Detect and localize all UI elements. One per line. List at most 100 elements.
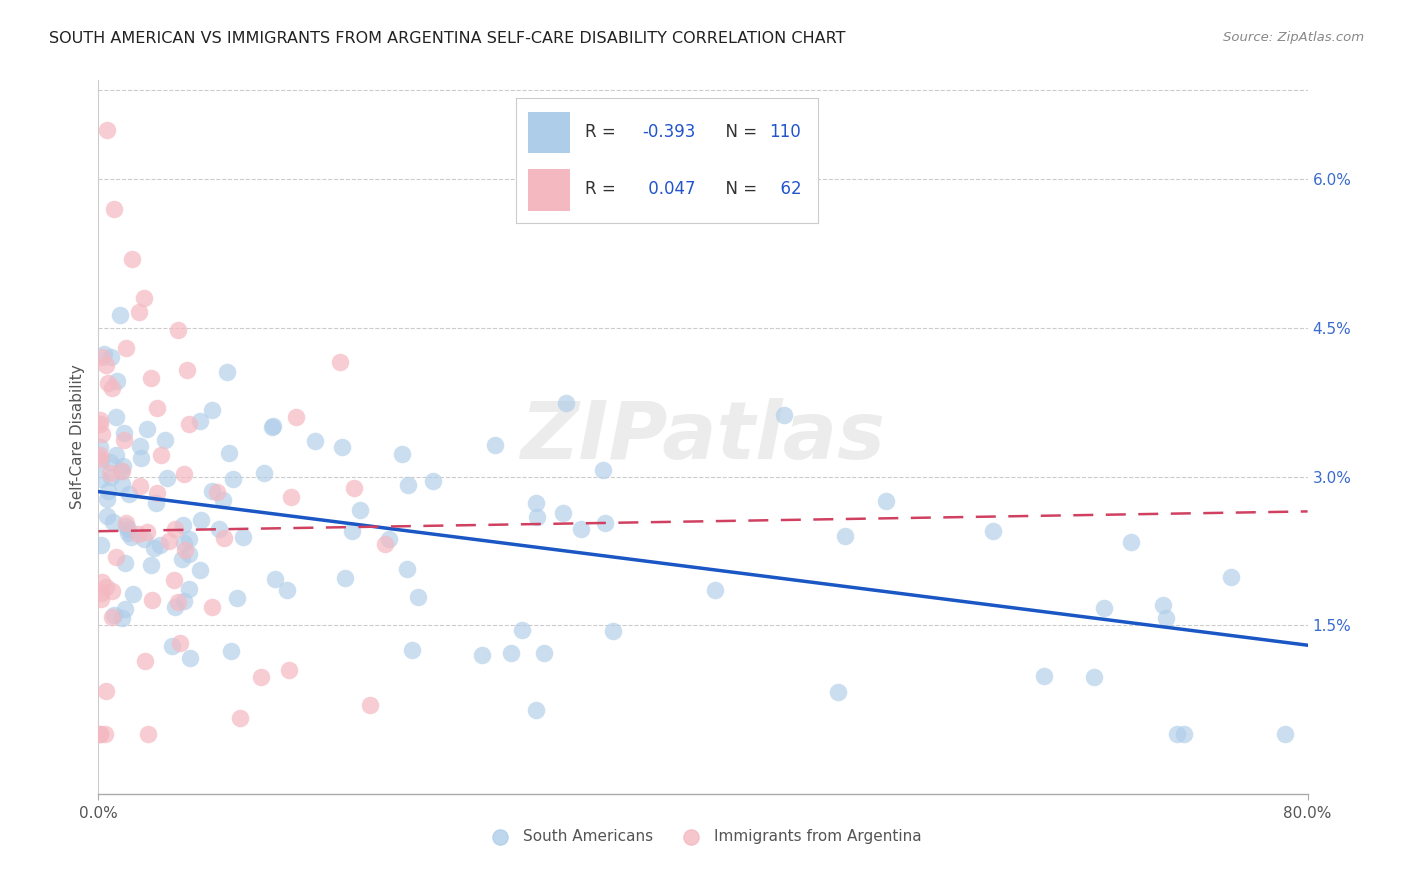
Point [114, 557, 136, 571]
Point [90, 427, 112, 442]
Point [96, 123, 118, 137]
Point [1166, 727, 1188, 741]
Point [94, 727, 117, 741]
Point [276, 583, 298, 598]
Point [89, 448, 111, 462]
Point [211, 493, 233, 508]
Point [330, 440, 353, 454]
Point [165, 522, 187, 536]
Point [163, 573, 186, 587]
Point [160, 640, 183, 654]
Point [90, 538, 112, 552]
Point [104, 410, 127, 425]
Point [101, 610, 124, 624]
Point [96, 683, 118, 698]
Point [551, 506, 574, 520]
Point [118, 487, 141, 501]
Point [101, 515, 124, 529]
Point [111, 477, 134, 491]
Point [285, 410, 308, 425]
Point [139, 371, 162, 385]
Point [111, 458, 134, 473]
Point [340, 524, 363, 538]
Point [93, 347, 115, 361]
Point [501, 646, 523, 660]
Point [201, 600, 224, 615]
Point [253, 467, 276, 481]
Point [132, 533, 155, 547]
Point [156, 471, 179, 485]
Point [90, 585, 112, 599]
Point [703, 583, 725, 598]
Point [173, 467, 195, 481]
Point [165, 600, 187, 615]
Point [112, 434, 135, 448]
Point [172, 551, 194, 566]
Point [190, 563, 212, 577]
Point [218, 446, 240, 460]
Point [1154, 611, 1177, 625]
Point [97, 484, 120, 499]
Point [110, 308, 132, 322]
Point [142, 541, 165, 555]
Legend: South Americans, Immigrants from Argentina: South Americans, Immigrants from Argenti… [478, 823, 928, 850]
Point [176, 362, 198, 376]
Point [401, 643, 423, 657]
Point [145, 496, 167, 510]
Point [169, 636, 191, 650]
Point [217, 365, 239, 379]
Point [167, 594, 190, 608]
Point [139, 558, 162, 573]
Point [134, 655, 156, 669]
Point [104, 550, 127, 565]
Point [524, 496, 547, 510]
Point [114, 602, 136, 616]
Point [249, 670, 271, 684]
Point [89, 727, 111, 741]
Point [349, 502, 371, 516]
Point [188, 414, 211, 428]
Point [100, 469, 122, 483]
Point [1092, 600, 1115, 615]
Point [262, 418, 284, 433]
Point [103, 202, 125, 216]
Point [89, 413, 111, 427]
Point [1032, 669, 1054, 683]
Point [153, 433, 176, 447]
Point [396, 477, 419, 491]
Point [571, 522, 593, 536]
Point [422, 475, 444, 489]
Point [1173, 727, 1195, 741]
Point [146, 486, 169, 500]
Point [335, 571, 357, 585]
Point [122, 587, 145, 601]
Point [96, 491, 118, 506]
Point [89, 417, 111, 431]
Point [97, 376, 120, 390]
Point [145, 401, 167, 416]
Point [96, 508, 118, 523]
Point [136, 727, 159, 741]
Point [117, 525, 139, 540]
Point [89, 440, 111, 454]
Point [329, 354, 352, 368]
Point [1219, 570, 1241, 584]
Point [90, 591, 112, 606]
Point [90, 473, 112, 487]
Point [150, 449, 173, 463]
Point [1083, 671, 1105, 685]
Point [524, 703, 547, 717]
Point [115, 519, 138, 533]
Point [277, 664, 299, 678]
Point [90, 455, 112, 469]
Point [177, 417, 200, 432]
Point [94, 580, 117, 594]
Point [177, 582, 200, 596]
Point [173, 536, 195, 550]
Point [343, 481, 366, 495]
Point [141, 593, 163, 607]
Point [96, 359, 118, 373]
Point [484, 438, 506, 452]
Point [149, 537, 172, 551]
Point [232, 530, 254, 544]
